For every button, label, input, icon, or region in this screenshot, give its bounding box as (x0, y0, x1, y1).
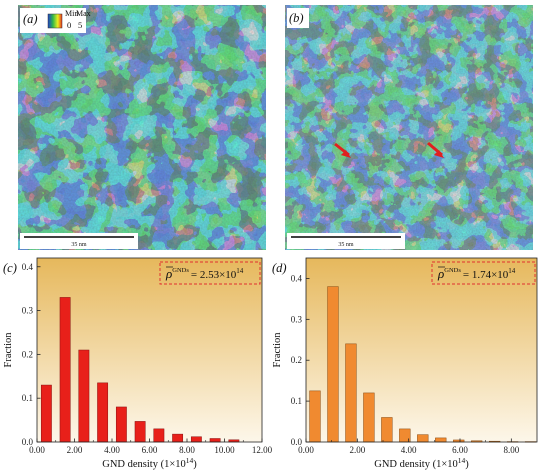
histogram-bar (417, 434, 429, 443)
y-tick-label: 0.3 (291, 314, 303, 324)
mean-density-annotation-box (159, 261, 261, 285)
x-axis-title: GND density (1×1014) (374, 456, 469, 470)
histogram-bar (97, 382, 109, 443)
map-a-grain (18, 5, 266, 250)
histogram-bar (327, 286, 339, 443)
histogram-bar (134, 421, 146, 443)
x-tick-label: 4.00 (104, 445, 120, 455)
histogram-bar (59, 297, 71, 443)
x-tick-label: 6.00 (142, 445, 158, 455)
mean-density-annotation-box (431, 261, 536, 285)
x-tick-label: 2.00 (67, 445, 83, 455)
scale-bar-label-b: 35 nm (338, 242, 354, 248)
x-axis-title: GND density (1×1014) (102, 456, 197, 470)
map-panel-b: (b) 35 nm (285, 5, 533, 250)
legend-min-label: Min (65, 9, 78, 18)
gnd-map-a: (a) Min Max 0 5 35 nm (18, 5, 266, 250)
histogram-bar (40, 384, 52, 443)
histogram-bar (78, 349, 90, 443)
scale-bar-label-a: 35 nm (71, 242, 87, 248)
y-axis-title: Fraction (272, 332, 283, 368)
histogram-panel-c: 0.00 2.00 4.00 6.00 8.00 10.00 12.00 0.0 0.1 0.2 0… (0, 252, 275, 471)
y-tick-label: 0.4 (22, 262, 34, 272)
panel-label: (c) (3, 261, 17, 275)
panel-label: (d) (272, 261, 287, 275)
histogram-bar (381, 417, 393, 443)
mean-density-annotation: ρGNDs = 2.53×1014 (165, 266, 244, 281)
histogram-bar (115, 406, 127, 443)
mean-density-annotation: ρGNDs = 1.74×1014 (437, 266, 516, 281)
axes-frame (305, 257, 538, 443)
y-tick-label: 0.4 (291, 273, 303, 283)
legend-max-label: Max (76, 9, 91, 18)
plot-area (37, 258, 262, 442)
x-tick-label: 2.00 (349, 445, 365, 455)
defect-arrow-left (334, 142, 351, 158)
legend-min-value: 0 (67, 20, 71, 30)
y-tick-label: 0.0 (22, 437, 34, 447)
map-panel-a: (a) Min Max 0 5 35 nm (18, 5, 266, 250)
histogram-bar (309, 390, 321, 443)
y-tick-label: 0.1 (291, 396, 302, 406)
plot-area (306, 258, 537, 442)
x-tick-label: 8.00 (503, 445, 519, 455)
histogram-bar (153, 428, 165, 443)
legend-max-value: 5 (78, 20, 82, 30)
defect-arrow-right (427, 141, 444, 158)
y-axis-title: Fraction (3, 332, 14, 368)
y-tick-label: 0.2 (291, 355, 302, 365)
panel-label-b: (b) (289, 11, 304, 25)
legend-colorbar (47, 13, 63, 29)
histogram-bar (435, 437, 447, 443)
histogram-d: 0.00 2.00 4.00 6.00 8.00 0.0 0.1 0.2 0.3 0.4 GND d… (272, 257, 538, 470)
gnd-map-b: (b) 35 nm (285, 5, 533, 250)
histogram-bar (190, 436, 202, 443)
map-b-grain (285, 5, 533, 250)
x-tick-label: 0.00 (29, 445, 45, 455)
x-tick-label: 6.00 (452, 445, 468, 455)
histogram-panel-d: 0.00 2.00 4.00 6.00 8.00 0.0 0.1 0.2 0.3 0.4 GND d… (272, 252, 550, 471)
x-tick-label: 4.00 (401, 445, 417, 455)
x-tick-label: 12.00 (252, 445, 273, 455)
scale-bar-a: 35 nm (20, 233, 138, 249)
x-tick-label: 8.00 (179, 445, 195, 455)
panel-label-a: (a) (23, 12, 38, 26)
x-tick-label: 0.00 (298, 445, 314, 455)
histogram-bar (172, 433, 184, 443)
y-tick-label: 0.1 (22, 393, 33, 403)
scale-bar-b: 35 nm (287, 233, 405, 249)
histogram-bar (345, 343, 357, 443)
y-tick-label: 0.0 (291, 437, 303, 447)
histogram-bar (363, 392, 375, 443)
histogram-c: 0.00 2.00 4.00 6.00 8.00 10.00 12.00 0.0 0.1 0.2 0… (3, 257, 273, 470)
y-tick-label: 0.2 (22, 349, 33, 359)
y-tick-label: 0.3 (22, 306, 34, 316)
x-tick-label: 10.00 (214, 445, 235, 455)
histogram-bar (209, 438, 221, 443)
